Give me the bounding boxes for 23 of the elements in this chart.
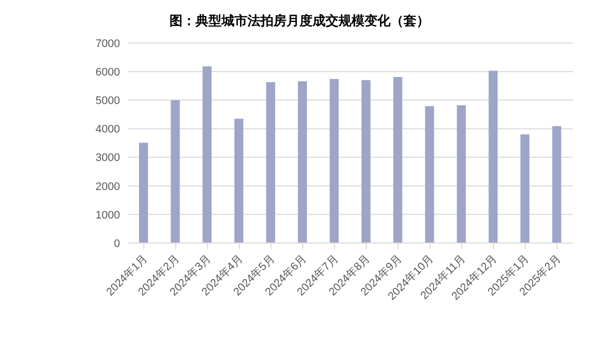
y-tick-label: 7000 bbox=[96, 38, 120, 50]
y-tick-label: 5000 bbox=[96, 95, 120, 108]
bar bbox=[202, 66, 212, 243]
y-tick-label: 0 bbox=[114, 238, 120, 250]
y-tick-label: 6000 bbox=[96, 66, 120, 78]
chart-title: 图：典型城市法拍房月度成交规模变化（套） bbox=[168, 12, 430, 30]
bar bbox=[552, 126, 562, 243]
bar bbox=[139, 142, 148, 243]
bar bbox=[266, 82, 276, 243]
bar bbox=[425, 106, 434, 243]
bar bbox=[456, 105, 466, 243]
y-tick-label: 3000 bbox=[96, 152, 120, 164]
bar bbox=[362, 80, 370, 243]
y-tick-label: 2000 bbox=[96, 180, 120, 193]
bar bbox=[330, 79, 339, 243]
bar bbox=[170, 100, 180, 243]
bar bbox=[520, 134, 530, 243]
bar bbox=[234, 118, 244, 243]
y-tick-label: 1000 bbox=[96, 209, 120, 222]
y-tick-label: 4000 bbox=[96, 124, 120, 136]
bar bbox=[488, 70, 498, 243]
bar bbox=[393, 77, 402, 243]
bar bbox=[298, 81, 307, 243]
